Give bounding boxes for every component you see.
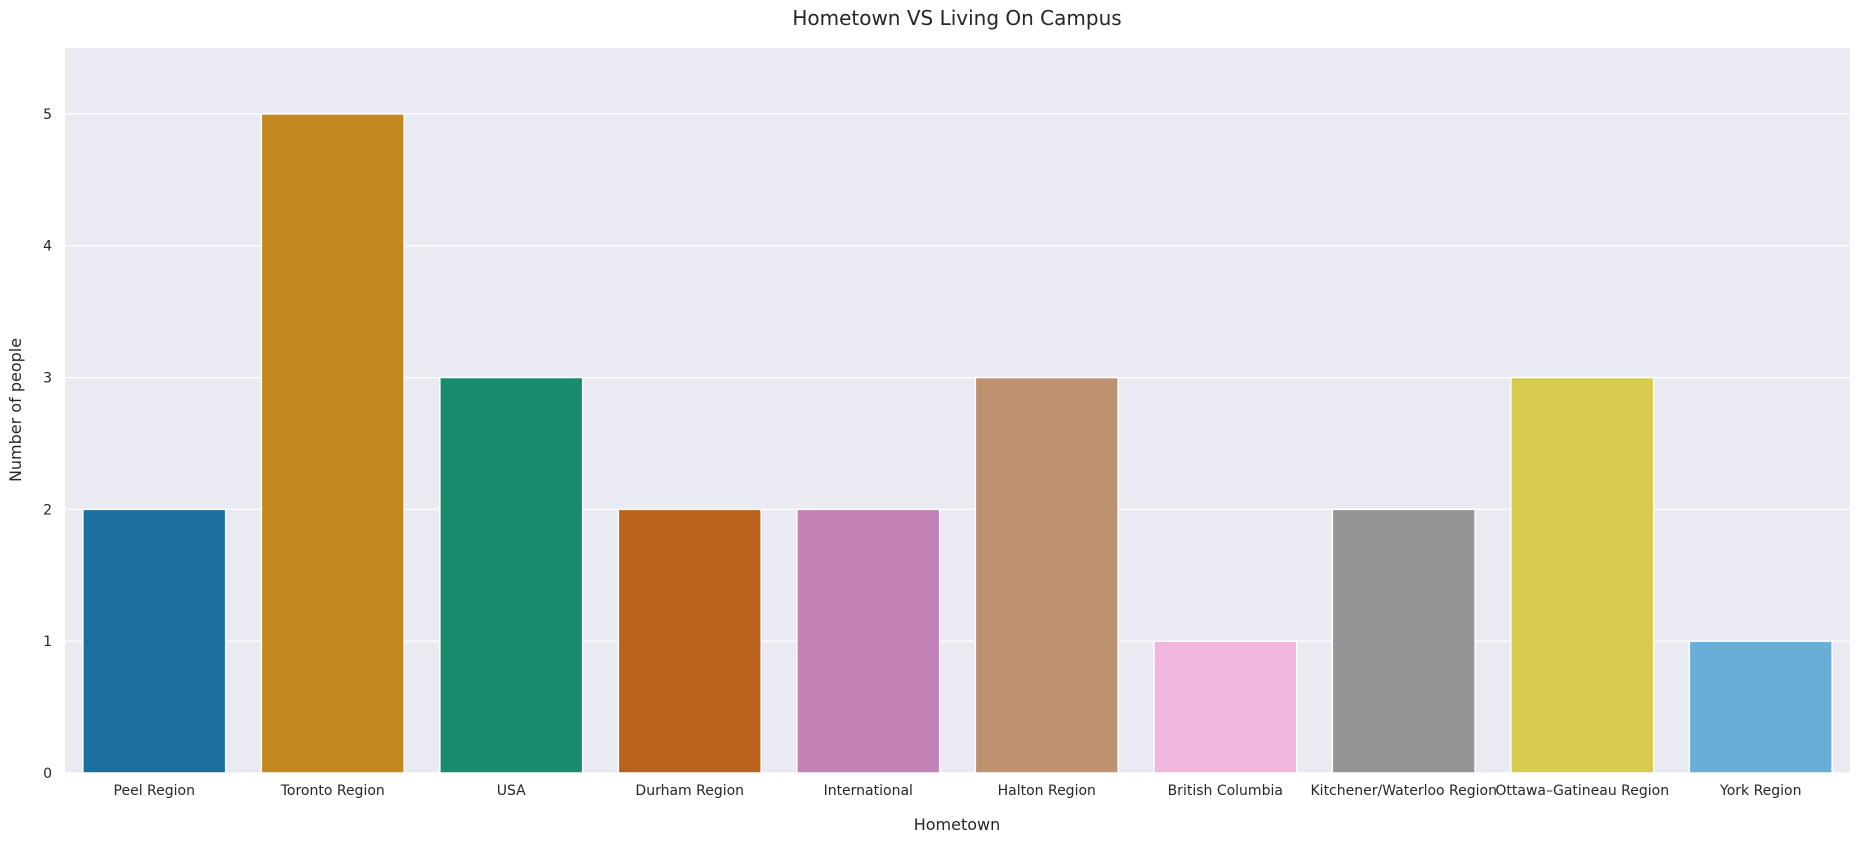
bar-peel-region bbox=[82, 508, 227, 774]
bar-kitchener-waterloo-region bbox=[1331, 508, 1476, 774]
bar-york-region bbox=[1688, 640, 1833, 774]
y-tick-label: 5 bbox=[43, 107, 52, 123]
x-tick-label: USA bbox=[497, 783, 526, 799]
x-tick-labels: Peel Region Toronto Region USA Durham Regio… bbox=[114, 783, 1802, 799]
x-tick-label: British Columbia bbox=[1168, 783, 1283, 799]
y-tick-label: 3 bbox=[43, 371, 52, 387]
x-tick-label: International bbox=[824, 783, 913, 799]
x-axis-label: Hometown bbox=[914, 815, 1001, 834]
bar-ottawa-gatineau-region bbox=[1510, 376, 1655, 774]
x-tick-label: Ottawa–Gatineau Region bbox=[1495, 783, 1669, 799]
y-tick-label: 1 bbox=[43, 634, 52, 650]
x-tick-label: Peel Region bbox=[114, 783, 195, 799]
bars-layer bbox=[82, 113, 1833, 774]
bar-international bbox=[796, 508, 941, 774]
x-tick-label: Durham Region bbox=[635, 783, 744, 799]
x-tick-label: Halton Region bbox=[998, 783, 1096, 799]
y-tick-label: 0 bbox=[43, 766, 52, 782]
bar-usa bbox=[439, 376, 584, 774]
x-tick-label: Kitchener/Waterloo Region bbox=[1311, 783, 1497, 799]
x-tick-label: Toronto Region bbox=[280, 783, 385, 799]
bar-halton-region bbox=[974, 376, 1119, 774]
y-tick-labels: 0 1 2 3 4 5 bbox=[43, 107, 52, 782]
y-tick-label: 2 bbox=[43, 502, 52, 518]
x-tick-label: York Region bbox=[1719, 783, 1802, 799]
y-axis-label: Number of people bbox=[6, 338, 25, 482]
chart-title: Hometown VS Living On Campus bbox=[792, 6, 1121, 30]
bar-toronto-region bbox=[260, 113, 405, 774]
bar-british-columbia bbox=[1153, 640, 1298, 774]
bar-durham-region bbox=[617, 508, 762, 774]
y-tick-label: 4 bbox=[43, 239, 52, 255]
